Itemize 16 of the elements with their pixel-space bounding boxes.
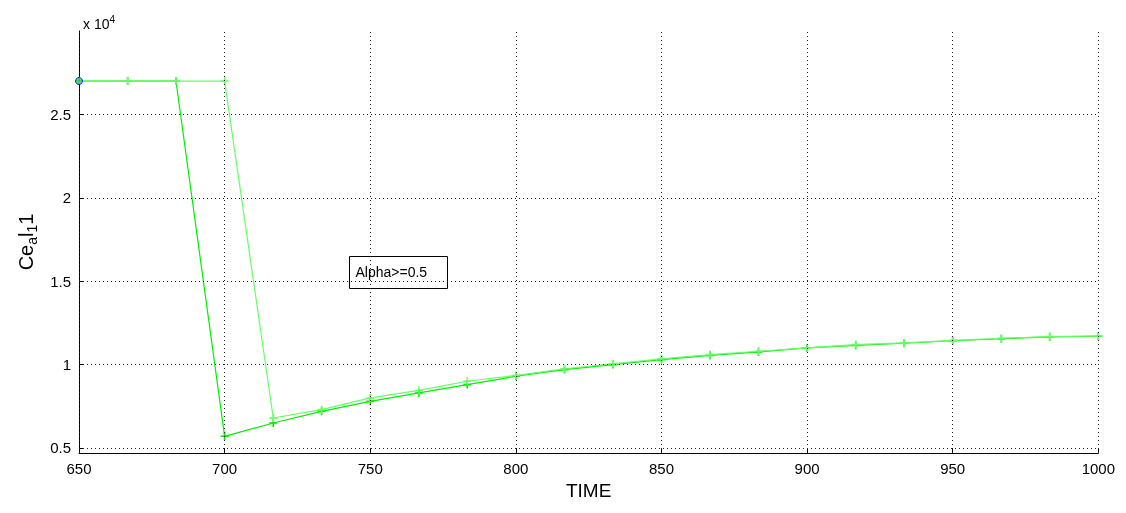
annotation: Alpha>=0.5 (355, 263, 428, 280)
x-axis-title: TIME (565, 480, 612, 501)
y-tick-label: 1 (62, 356, 71, 374)
x-tick-label: 1000 (1081, 460, 1115, 477)
y-tick-label: 0.5 (50, 439, 71, 457)
x-tick-label: 750 (357, 460, 383, 477)
y-tick-label: 1.5 (50, 272, 71, 290)
x-tick-label: 900 (794, 460, 820, 477)
y-axis-title: Ceal11 (15, 213, 40, 271)
y-tick-label: 2 (62, 189, 71, 207)
x-tick-label: 800 (503, 460, 529, 477)
x-tick-label: 650 (66, 460, 92, 477)
y-tick-label: 2.5 (50, 105, 71, 123)
x-tick-label: 850 (648, 460, 674, 477)
x-tick-label: 700 (212, 460, 238, 477)
x-tick-label: 950 (940, 460, 966, 477)
